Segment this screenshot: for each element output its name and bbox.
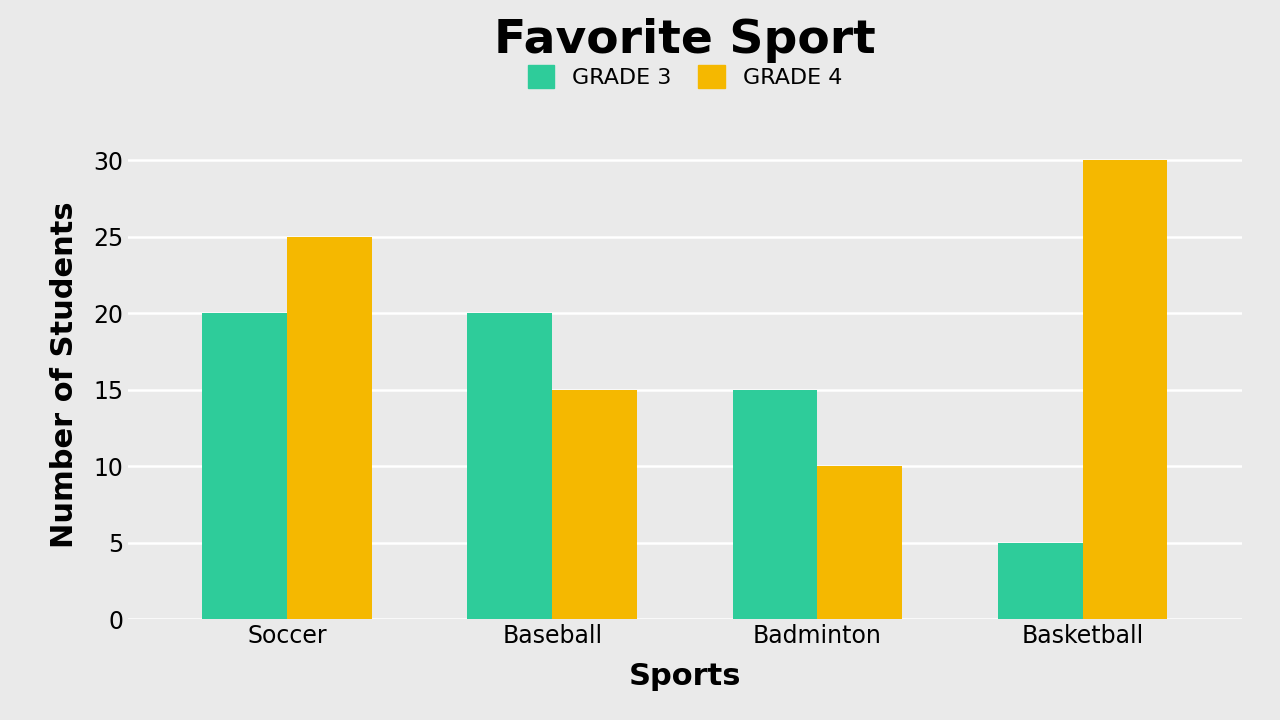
Title: Favorite Sport: Favorite Sport <box>494 18 876 63</box>
Legend: GRADE 3, GRADE 4: GRADE 3, GRADE 4 <box>527 65 842 88</box>
Bar <box>467 313 552 619</box>
Y-axis label: Number of Students: Number of Students <box>50 201 79 548</box>
Bar <box>732 390 818 619</box>
Bar <box>287 237 372 619</box>
X-axis label: Sports: Sports <box>628 662 741 691</box>
Bar <box>818 467 902 619</box>
Bar <box>1083 161 1167 619</box>
Bar <box>997 543 1083 619</box>
Bar <box>552 390 637 619</box>
Bar <box>202 313 287 619</box>
